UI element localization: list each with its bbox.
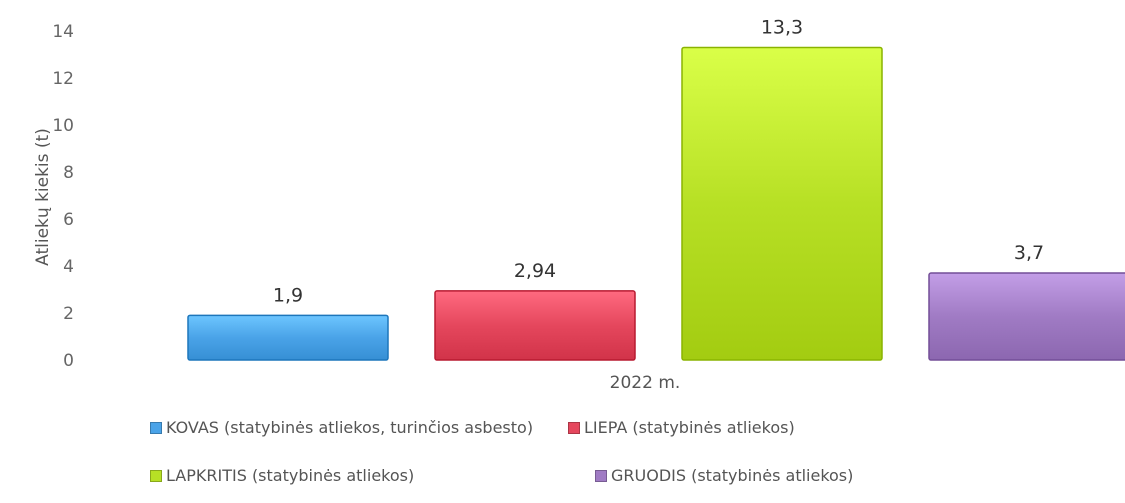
y-axis-label: Atliekų kiekis (t) (33, 128, 53, 266)
legend-label-lapkritis: LAPKRITIS (statybinės atliekos) (166, 466, 415, 485)
data-label-3: 3,7 (1014, 242, 1044, 264)
legend-label-liepa: LIEPA (statybinės atliekos) (584, 418, 795, 437)
y-tick-label-10: 10 (52, 116, 74, 136)
bar-3 (928, 272, 1125, 361)
y-axis: 0 2 4 6 8 10 12 14 (52, 22, 74, 371)
y-tick-label-8: 8 (63, 163, 74, 183)
x-category-label: 2022 m. (610, 373, 681, 393)
bars (187, 46, 1125, 361)
data-label-0: 1,9 (273, 284, 303, 306)
y-tick-label-12: 12 (52, 69, 74, 89)
legend-label-gruodis: GRUODIS (statybinės atliekos) (611, 466, 854, 485)
data-label-2: 13,3 (761, 16, 803, 38)
legend-item-liepa[interactable]: LIEPA (statybinės atliekos) (568, 418, 795, 437)
data-label-1: 2,94 (514, 260, 556, 282)
legend-label-kovas: KOVAS (statybinės atliekos, turinčios as… (166, 418, 534, 437)
y-tick-label-6: 6 (63, 210, 74, 230)
y-tick-label-4: 4 (63, 257, 74, 277)
legend-item-kovas[interactable]: KOVAS (statybinės atliekos, turinčios as… (150, 418, 533, 437)
legend-item-lapkritis[interactable]: LAPKRITIS (statybinės atliekos) (150, 466, 414, 485)
legend-swatch-gruodis (595, 469, 607, 482)
legend-item-gruodis[interactable]: GRUODIS (statybinės atliekos) (595, 466, 853, 485)
y-tick-label-14: 14 (52, 22, 74, 42)
bar-1 (434, 290, 636, 361)
legend-swatch-lapkritis (150, 469, 162, 482)
legend-swatch-kovas (150, 421, 162, 434)
y-tick-label-0: 0 (63, 351, 74, 371)
bar-0 (187, 314, 389, 361)
data-labels: 1,9 2,94 13,3 3,7 (273, 16, 1044, 306)
y-tick-label-2: 2 (63, 304, 74, 324)
legend-swatch-liepa (568, 421, 580, 434)
bar-2 (681, 46, 883, 361)
